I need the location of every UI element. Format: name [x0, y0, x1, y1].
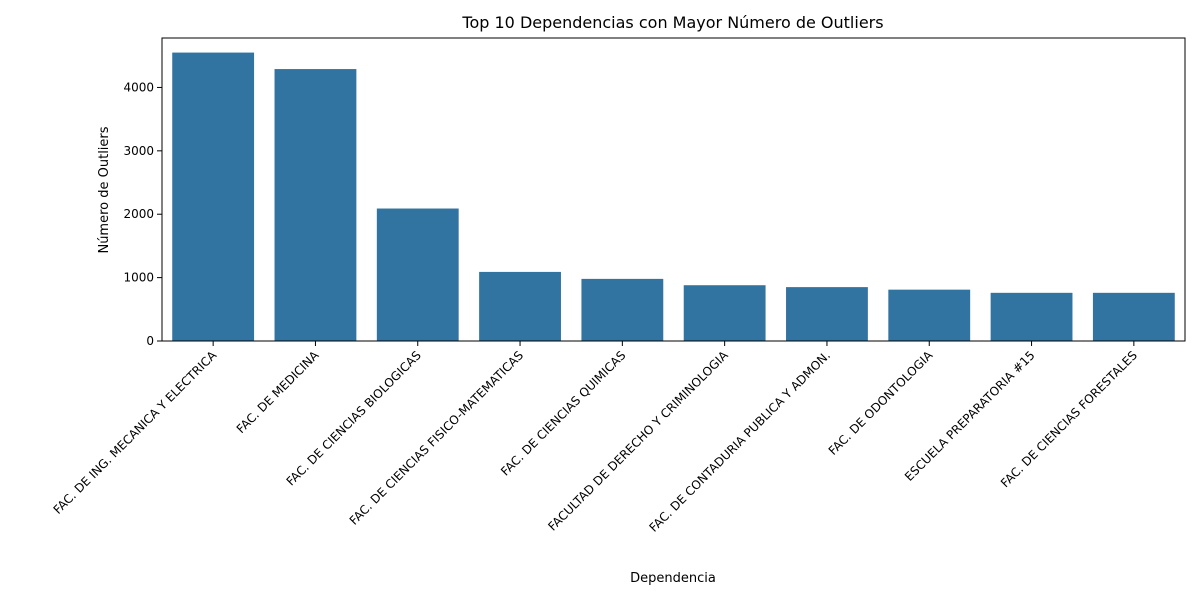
x-tick-label: FAC. DE ING. MECANICA Y ELECTRICA [51, 348, 220, 517]
bar-5 [581, 278, 664, 341]
bar-3 [376, 208, 459, 341]
x-tick-label: FAC. DE CIENCIAS FISICO-MATEMATICAS [347, 348, 526, 527]
y-tick-label: 1000 [123, 271, 154, 285]
bar-8 [888, 289, 971, 341]
bar-4 [479, 271, 561, 341]
x-tick-label: FAC. DE ODONTOLOGIA [826, 348, 936, 458]
bar-9 [990, 292, 1073, 341]
y-tick-label: 2000 [123, 207, 154, 221]
bar-6 [683, 285, 766, 341]
x-axis-label: Dependencia [630, 571, 716, 586]
bar-2 [274, 69, 357, 341]
y-axis-label: Número de Outliers [97, 126, 112, 253]
chart-title: Top 10 Dependencias con Mayor Número de … [461, 13, 883, 32]
plot-frame [161, 37, 1186, 342]
x-tick-label: FAC. DE CONTADURIA PUBLICA Y ADMON. [647, 348, 834, 535]
bar-10 [1092, 292, 1175, 341]
bars-group [172, 52, 1175, 341]
y-tick-label: 4000 [123, 80, 154, 94]
y-tick-label: 0 [146, 334, 154, 348]
bar-1 [172, 52, 255, 341]
y-tick-label: 3000 [123, 144, 154, 158]
x-tick-label: FACULTAD DE DERECHO Y CRIMINOLOGIA [545, 348, 731, 534]
bar-7 [786, 287, 868, 341]
y-axis-ticks: 0 1000 2000 3000 4000 [123, 80, 162, 348]
x-axis-ticks: FAC. DE ING. MECANICA Y ELECTRICA FAC. DE… [51, 341, 1140, 535]
x-tick-label: FAC. DE MEDICINA [234, 348, 322, 436]
